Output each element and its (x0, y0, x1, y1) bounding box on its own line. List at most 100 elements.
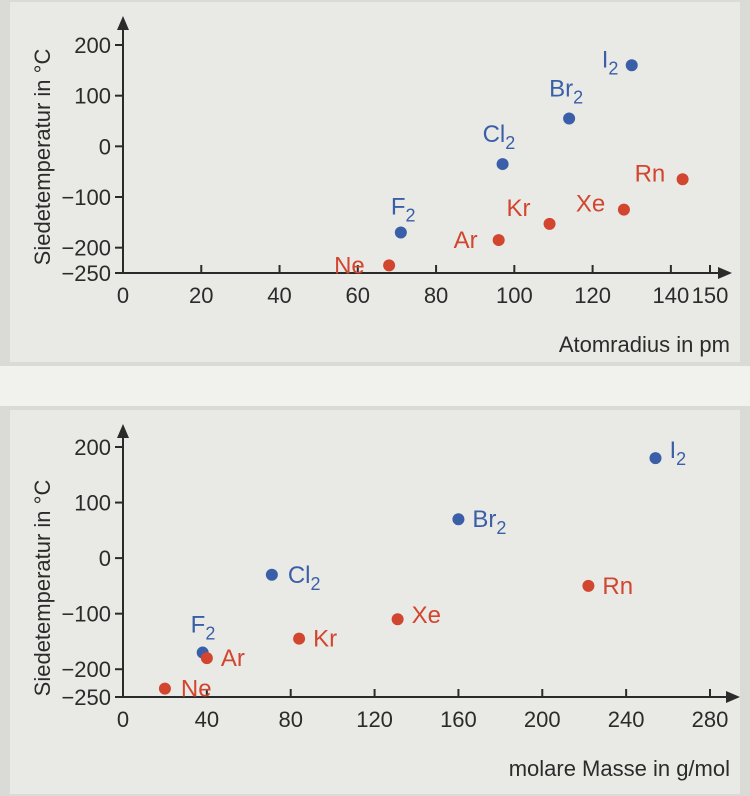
x-tick-label: 80 (424, 283, 448, 308)
point-label: Kr (507, 195, 531, 222)
x-tick-label: 160 (440, 707, 477, 732)
x-axis-arrow-icon (726, 691, 740, 703)
point-label: Rn (602, 573, 633, 600)
y-tick-label: −200 (61, 236, 111, 261)
data-point (543, 217, 556, 230)
y-tick-label: −250 (61, 261, 111, 286)
point-label-name: Ne (334, 252, 365, 279)
data-point (391, 613, 404, 626)
point-label-name: Kr (507, 195, 531, 222)
data-point (496, 158, 509, 171)
point-label-name: Rn (635, 160, 666, 187)
point-label: Ne (181, 676, 212, 703)
data-point (293, 632, 306, 645)
x-tick-label: 20 (189, 283, 213, 308)
y-axis-label: Siedetemperatur in °C (30, 49, 55, 266)
point-label: Br2 (549, 75, 583, 107)
point-label: F2 (391, 193, 416, 225)
point-label: Kr (313, 626, 337, 653)
x-tick-label: 120 (574, 283, 611, 308)
data-point (265, 568, 278, 581)
point-label-name: Ar (454, 227, 478, 254)
x-tick-label: 40 (195, 707, 219, 732)
y-axis-label: Siedetemperatur in °C (30, 480, 55, 697)
y-tick-label: 100 (74, 84, 111, 109)
x-tick-label: 0 (117, 283, 129, 308)
point-label-name: Ar (221, 645, 245, 672)
data-point (394, 226, 407, 239)
point-label: Xe (412, 602, 441, 629)
data-point (158, 682, 171, 695)
x-tick-label: 280 (692, 707, 729, 732)
x-tick-label: 80 (278, 707, 302, 732)
point-label-subscript: 2 (205, 624, 215, 644)
point-label: F2 (191, 612, 216, 644)
x-axis-label: Atomradius in pm (559, 332, 730, 357)
point-label-name: I (669, 437, 676, 464)
y-tick-label: 100 (74, 491, 111, 516)
point-label-name: Rn (602, 573, 633, 600)
point-label: I2 (669, 437, 686, 469)
y-axis-arrow-icon (117, 424, 129, 438)
x-tick-label: 150 (692, 283, 729, 308)
point-label-name: Cl (288, 562, 311, 589)
data-point (625, 59, 638, 72)
x-axis-arrow-icon (718, 267, 732, 279)
point-label-name: Cl (483, 121, 506, 148)
data-point (617, 203, 630, 216)
y-tick-label: 200 (74, 33, 111, 58)
point-label: I2 (602, 46, 619, 78)
point-label-name: Br (472, 506, 496, 533)
point-label: Rn (635, 160, 666, 187)
point-label: Xe (576, 191, 605, 218)
point-label-name: Kr (313, 626, 337, 653)
y-tick-label: −200 (61, 657, 111, 682)
x-tick-label: 140 (653, 283, 690, 308)
x-tick-label: 60 (346, 283, 370, 308)
x-tick-label: 100 (496, 283, 533, 308)
chart-atomradius-vs-boiling: 0 20 40 60 80 100 120 140 150 200 100 0 −100 −200−250… (30, 16, 732, 357)
data-point (492, 234, 505, 247)
panel-separator (0, 366, 750, 406)
data-point (563, 112, 576, 125)
y-tick-label: −250 (61, 685, 111, 710)
point-label-subscript: 2 (406, 205, 416, 225)
data-point (452, 513, 465, 526)
x-tick-label: 120 (356, 707, 393, 732)
point-label: Ne (334, 252, 365, 279)
point-label-name: Xe (412, 602, 441, 629)
x-tick-label: 240 (608, 707, 645, 732)
point-label-subscript: 2 (496, 518, 506, 538)
x-tick-label: 200 (524, 707, 561, 732)
chart-molar-mass-vs-boiling: 0 40 80 120 160 200 240 280 200 100 0 −100 −200 −250 m… (30, 424, 740, 781)
point-label-subscript: 2 (608, 58, 618, 78)
data-point (200, 652, 213, 665)
point-label: Cl2 (483, 121, 516, 153)
y-tick-label: 0 (99, 546, 111, 571)
chart-panel-atomradius: 0 20 40 60 80 100 120 140 150 200 100 0 −100 −200 −250… (10, 2, 740, 362)
point-label-name: F (391, 193, 406, 220)
y-axis-arrow-icon (117, 16, 129, 30)
point-label-name: F (191, 612, 206, 639)
data-point (383, 259, 396, 272)
x-tick-label: 0 (117, 707, 129, 732)
point-label: Cl2 (288, 562, 321, 594)
data-point (676, 173, 689, 186)
y-tick-label: 0 (99, 134, 111, 159)
point-label-name: I (602, 46, 609, 73)
point-label-name: Ne (181, 676, 212, 703)
point-label-name: Br (549, 75, 573, 102)
y-tick-label: 200 (74, 435, 111, 460)
x-axis-label: molare Masse in g/mol (509, 756, 730, 781)
point-label-subscript: 2 (676, 449, 686, 469)
x-tick-label: 40 (267, 283, 291, 308)
point-label: Br2 (472, 506, 506, 538)
chart-panel-molar-mass: 0 40 80 120 160 200 240 280 200 100 0 −100 −200 −250 m… (10, 410, 740, 794)
data-point (582, 579, 595, 592)
point-label: Ar (221, 645, 245, 672)
y-tick-label: −100 (61, 602, 111, 627)
point-label-subscript: 2 (505, 133, 515, 153)
data-point (649, 452, 662, 465)
point-label-name: Xe (576, 191, 605, 218)
y-tick-label: −100 (61, 185, 111, 210)
